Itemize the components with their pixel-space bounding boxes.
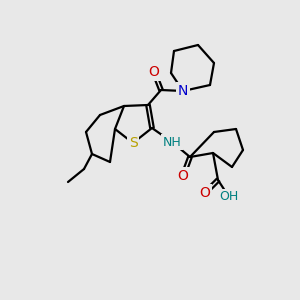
Text: O: O bbox=[178, 169, 188, 183]
Text: N: N bbox=[178, 84, 188, 98]
Text: S: S bbox=[129, 136, 137, 150]
Text: NH: NH bbox=[163, 136, 182, 148]
Text: OH: OH bbox=[219, 190, 238, 203]
Text: O: O bbox=[148, 65, 159, 79]
Text: O: O bbox=[200, 186, 210, 200]
